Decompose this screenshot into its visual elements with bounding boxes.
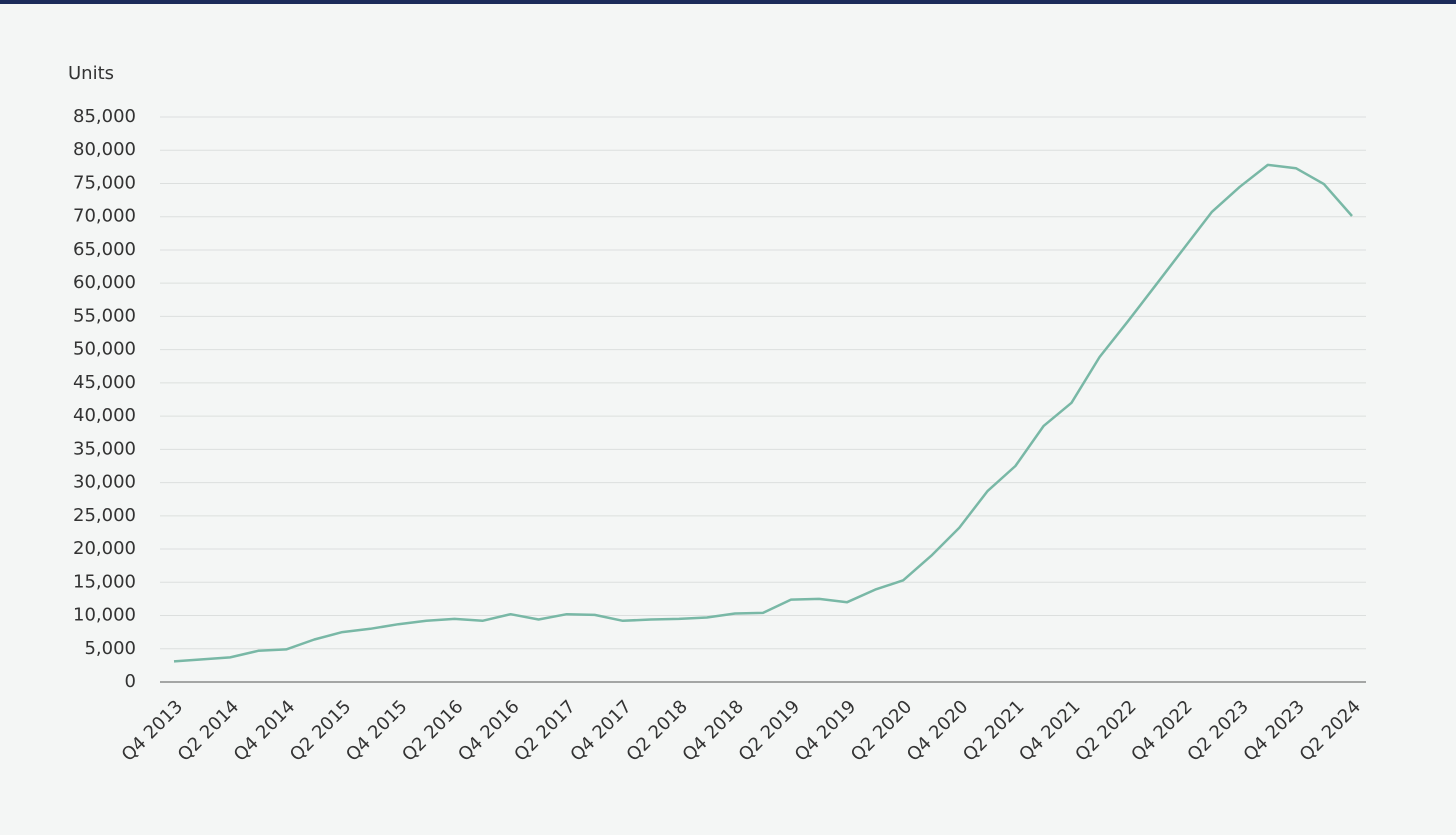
y-tick-label: 20,000 — [73, 538, 136, 559]
y-tick-label: 0 — [125, 671, 136, 692]
y-tick-label: 70,000 — [73, 206, 136, 227]
y-tick-label: 45,000 — [73, 372, 136, 393]
y-tick-label: 25,000 — [73, 505, 136, 526]
y-tick-label: 75,000 — [73, 172, 136, 193]
data-line — [173, 163, 1353, 663]
y-tick-label: 30,000 — [73, 472, 136, 493]
y-axis-label: Units — [68, 63, 114, 84]
y-tick-label: 5,000 — [84, 638, 136, 659]
y-tick-label: 55,000 — [73, 305, 136, 326]
y-tick-label: 80,000 — [73, 139, 136, 160]
y-tick-label: 50,000 — [73, 339, 136, 360]
y-tick-label: 10,000 — [73, 605, 136, 626]
y-tick-label: 15,000 — [73, 571, 136, 592]
y-tick-label: 85,000 — [73, 106, 136, 127]
y-tick-label: 35,000 — [73, 438, 136, 459]
y-tick-label: 40,000 — [73, 405, 136, 426]
top-border — [0, 0, 1456, 4]
y-tick-label: 65,000 — [73, 239, 136, 260]
y-tick-label: 60,000 — [73, 272, 136, 293]
